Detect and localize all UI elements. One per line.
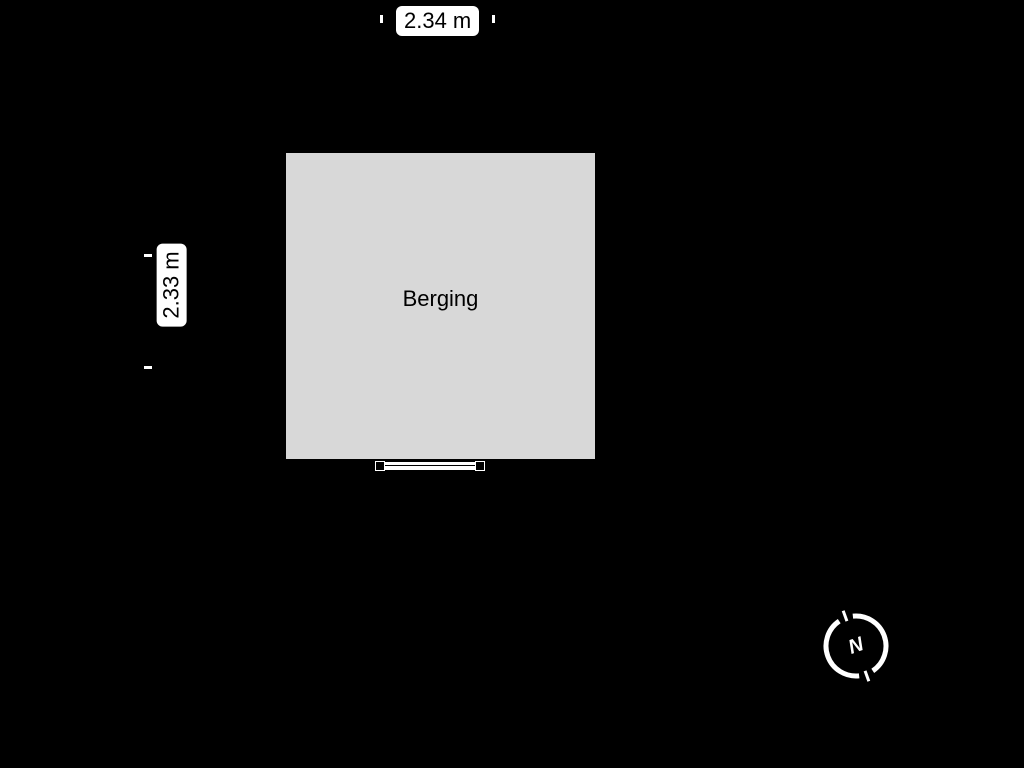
- room-label: Berging: [391, 286, 491, 312]
- compass-letter: N: [845, 633, 867, 659]
- dimension-tick: [380, 15, 383, 23]
- door-jamb: [475, 461, 485, 471]
- dimension-tick: [492, 15, 495, 23]
- door-frame-line: [375, 461, 485, 462]
- dimension-left-label: 2.33 m: [157, 243, 187, 326]
- dimension-top-label: 2.34 m: [396, 6, 479, 36]
- dimension-tick: [144, 366, 152, 369]
- floorplan-canvas: Berging 2.34 m 2.33 m N: [0, 0, 1024, 768]
- door-frame-line: [375, 470, 485, 471]
- door-jamb: [375, 461, 385, 471]
- door-threshold-line: [385, 465, 475, 466]
- compass-icon: N: [816, 606, 896, 686]
- dimension-tick: [144, 254, 152, 257]
